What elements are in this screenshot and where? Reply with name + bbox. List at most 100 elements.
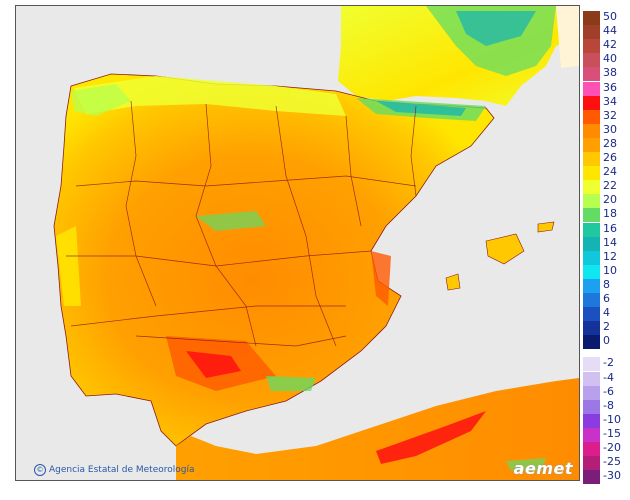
legend-label: 34	[603, 94, 617, 108]
legend-label: 22	[603, 179, 617, 193]
legend-entry: 0	[583, 334, 629, 350]
legend-entry: 26	[583, 151, 629, 166]
legend-label: -15	[603, 426, 621, 440]
legend-label: 20	[603, 193, 617, 207]
legend-entry: 42	[583, 38, 629, 54]
legend-entry: 14	[583, 235, 629, 251]
legend-label: 36	[603, 80, 617, 94]
legend-swatch	[583, 385, 600, 400]
atlas-hot	[376, 411, 486, 464]
region-borders	[66, 100, 417, 347]
legend-entry: 32	[583, 108, 629, 124]
north-africa-land	[176, 378, 579, 480]
legend-entry: 20	[583, 193, 629, 209]
legend-entry: 44	[583, 24, 629, 40]
legend-entry: 16	[583, 222, 629, 237]
legend-label: -6	[603, 384, 614, 398]
legend-label: 10	[603, 263, 617, 277]
west-coast-cool	[56, 226, 81, 306]
legend-entry: 38	[583, 66, 629, 82]
legend-entry: 36	[583, 80, 629, 96]
legend-entry: 6	[583, 292, 629, 307]
legend-label: 4	[603, 306, 610, 320]
menorca	[537, 221, 555, 233]
guadalquivir-core	[186, 351, 241, 378]
legend-swatch	[583, 264, 600, 279]
credit-text: Agencia Estatal de Meteorología	[49, 465, 195, 475]
cantabrian-coast	[74, 76, 346, 116]
legend-label: 24	[603, 165, 617, 179]
legend-label: 50	[603, 10, 617, 23]
legend-swatch	[583, 39, 600, 54]
galicia-green	[71, 84, 131, 116]
legend-swatch	[583, 194, 600, 209]
legend-entry: 12	[583, 249, 629, 265]
legend-entry: 28	[583, 136, 629, 152]
legend-label: -4	[603, 370, 614, 384]
legend-label: -10	[603, 412, 621, 426]
legend-swatch	[583, 236, 600, 251]
legend-entry: 2	[583, 320, 629, 336]
legend-swatch	[583, 278, 600, 293]
legend-entry: 10	[583, 263, 629, 279]
legend-label: 8	[603, 277, 610, 291]
ibiza	[445, 273, 461, 291]
legend-label: 28	[603, 136, 617, 150]
legend-entry: -15	[583, 426, 629, 442]
legend-label: 2	[603, 320, 610, 334]
legend-swatch	[583, 321, 600, 336]
alps-cold-core	[456, 11, 536, 46]
pyrenees-cold	[376, 101, 466, 116]
legend-entry: -25	[583, 455, 629, 471]
legend-label: 30	[603, 122, 617, 136]
legend-label: 44	[603, 24, 617, 38]
legend-entry: -6	[583, 384, 629, 400]
legend-entry: -4	[583, 370, 629, 386]
aemet-logo: aemet	[513, 459, 573, 478]
legend-swatch	[583, 335, 600, 350]
legend-swatch	[583, 67, 600, 82]
legend-swatch	[583, 25, 600, 40]
temperature-legend: 50 44 42 40 38 36 34 32 30 28 26 24 22 20 18 16 14 12 10 8 6…	[583, 10, 630, 489]
legend-swatch	[583, 81, 600, 96]
legend-swatch	[583, 222, 600, 237]
legend-swatch	[583, 109, 600, 124]
legend-label: 32	[603, 108, 617, 122]
sierra-nevada-cool	[266, 376, 316, 391]
legend-label: -2	[603, 356, 614, 370]
legend-swatch	[583, 250, 600, 265]
legend-swatch	[583, 180, 600, 195]
legend-swatch	[583, 357, 600, 372]
legend-entry: -2	[583, 356, 629, 372]
legend-swatch	[583, 95, 600, 110]
legend-swatch	[583, 208, 600, 223]
legend-swatch	[583, 427, 600, 442]
mallorca	[485, 233, 525, 265]
legend-label: -20	[603, 441, 621, 454]
legend-entry: 30	[583, 122, 629, 138]
legend-label: 0	[603, 334, 610, 348]
copyright-icon: ©	[34, 464, 46, 476]
legend-label: -25	[603, 455, 621, 469]
legend-label: 12	[603, 249, 617, 263]
iberian-system-cool	[196, 211, 266, 231]
legend-label: 42	[603, 38, 617, 52]
legend-label: 38	[603, 66, 617, 80]
legend-entry: 4	[583, 306, 629, 322]
legend-entry: 40	[583, 52, 629, 68]
legend-swatch	[583, 399, 600, 414]
agency-credit: © Agencia Estatal de Meteorología	[34, 464, 195, 476]
legend-label: 40	[603, 52, 617, 66]
legend-label: 14	[603, 235, 617, 249]
legend-swatch	[583, 166, 600, 181]
africa-cool	[506, 458, 546, 471]
legend-entry: 24	[583, 165, 629, 181]
legend-swatch	[583, 123, 600, 138]
legend-entry: -8	[583, 399, 629, 414]
legend-entry: 34	[583, 94, 629, 110]
legend-entry: 22	[583, 179, 629, 195]
legend-swatch	[583, 413, 600, 428]
legend-gap	[583, 349, 600, 360]
legend-swatch	[583, 53, 600, 68]
legend-entry: -30	[583, 469, 629, 485]
